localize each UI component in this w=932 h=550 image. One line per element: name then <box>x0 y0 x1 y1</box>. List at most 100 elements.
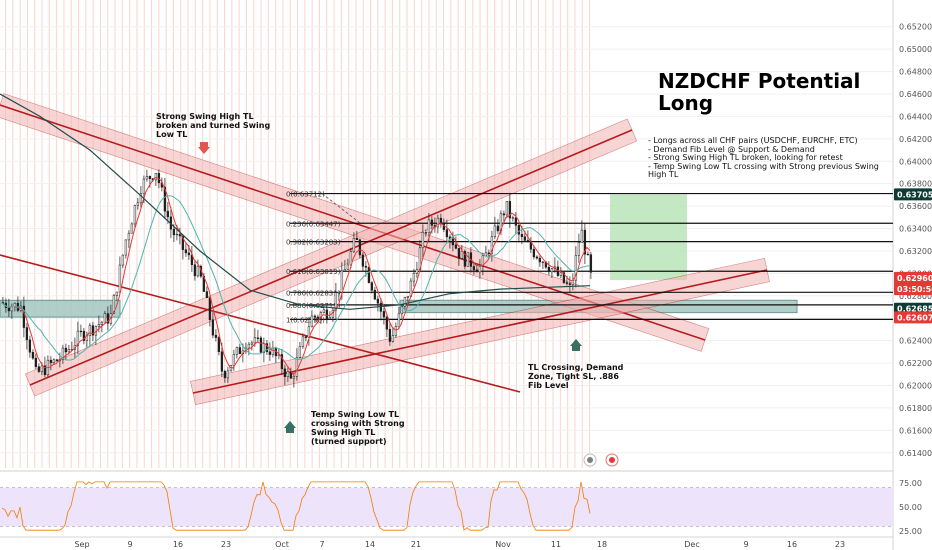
candle-body <box>403 297 407 307</box>
candle-body <box>124 239 128 256</box>
candle-body <box>343 268 347 272</box>
session-stripe <box>70 0 72 468</box>
session-stripe <box>56 0 58 468</box>
session-stripe <box>574 0 576 468</box>
candle-body <box>568 283 572 285</box>
note-2: - Demand Fib Level @ Support & Demand <box>648 144 815 154</box>
candle-body <box>346 264 350 270</box>
candle-body <box>238 347 242 355</box>
chart-title: NZDCHF Potential Long <box>658 69 861 115</box>
time-axis[interactable]: Sep 9 16 23 Oct 7 14 21 Nov 11 18 Dec 9 16 23 <box>0 536 893 549</box>
candle-body <box>445 229 449 238</box>
session-stripe <box>41 0 43 468</box>
candle-body <box>379 302 383 312</box>
session-stripe <box>107 0 109 468</box>
session-stripe <box>238 0 240 468</box>
candle-body <box>496 225 500 232</box>
candle-body <box>37 366 41 372</box>
session-stripe <box>479 0 481 468</box>
candle-body <box>196 265 200 277</box>
candle-body <box>493 225 497 237</box>
candle-body <box>271 347 275 355</box>
session-stripe <box>253 0 255 468</box>
candle-body <box>478 265 482 273</box>
candle-body <box>292 376 296 379</box>
session-stripe <box>450 0 452 468</box>
candle-body <box>154 173 158 181</box>
candle-body <box>385 316 389 330</box>
fib-connector <box>321 193 361 224</box>
note-1: - Longs across all CHF pairs (USDCHF, EU… <box>648 136 858 145</box>
session-stripe <box>245 0 247 468</box>
session-stripe <box>552 0 554 468</box>
candle-body <box>361 254 365 267</box>
candle-body <box>64 347 68 353</box>
candle-body <box>370 282 374 291</box>
candle-body <box>502 213 506 216</box>
rsi-tick-label: 50.00 <box>899 503 922 512</box>
candle-body <box>265 343 269 352</box>
price-badge-label: 03:50:50 <box>897 285 932 294</box>
candle-body <box>298 346 302 358</box>
candle-body <box>31 352 35 359</box>
candle-body <box>22 305 26 328</box>
session-stripe <box>224 0 226 468</box>
fib-label: 0.382(0.63283) <box>286 239 341 247</box>
time-tick-label: 9 <box>743 540 748 549</box>
candle-body <box>142 178 146 194</box>
candle-body <box>430 219 434 226</box>
candle-body <box>259 337 263 353</box>
candle-body <box>550 268 554 273</box>
candle-body <box>61 347 65 360</box>
candle-body <box>415 269 419 274</box>
price-tick-label: 0.63600 <box>899 202 932 211</box>
session-stripe <box>78 0 80 468</box>
candle-body <box>523 236 527 241</box>
rsi-tick-label: 25.00 <box>899 527 922 536</box>
candle-body <box>436 217 440 228</box>
candle-body <box>316 316 320 319</box>
price-badge <box>894 283 932 296</box>
price-badge <box>894 271 932 284</box>
candle-body <box>358 239 362 256</box>
session-stripe <box>194 0 196 468</box>
candle-body <box>574 255 578 281</box>
candle-body <box>412 273 416 282</box>
time-tick-label: 14 <box>365 540 375 549</box>
candle-body <box>295 357 299 377</box>
candle-body <box>397 313 401 327</box>
price-tick-label: 0.62200 <box>899 359 932 368</box>
session-stripes <box>5 0 591 468</box>
note-4: - Temp Swing Low TL crossing with Strong… <box>648 161 879 179</box>
candle-body <box>313 315 317 318</box>
price-axis[interactable]: 0.65200 0.65000 0.64800 0.64600 0.64400 0.642… <box>899 23 932 458</box>
session-stripe <box>231 0 233 468</box>
candle-body <box>505 201 509 216</box>
price-tick-label: 0.61400 <box>899 449 932 458</box>
time-tick-label: 16 <box>787 540 797 549</box>
candle-body <box>325 309 329 320</box>
candle-body <box>166 210 170 218</box>
candle-body <box>556 266 560 276</box>
swing-low-channel-line <box>29 129 633 386</box>
candle-body <box>580 229 584 243</box>
candle-body <box>373 289 377 300</box>
candle-body <box>205 291 209 299</box>
candle-body <box>7 307 11 312</box>
session-stripe <box>267 0 269 468</box>
alert-icon-inner <box>609 457 615 463</box>
candle-body <box>514 217 518 226</box>
trendline-channels <box>0 93 770 406</box>
candle-body <box>511 217 515 219</box>
session-stripe <box>216 0 218 468</box>
fib-label: 1(0.62590) <box>286 316 325 324</box>
price-tick-label: 0.64400 <box>899 112 932 121</box>
price-badge-label: 0.62685 <box>897 305 932 314</box>
candle-body <box>364 266 368 268</box>
price-badge-label: 0.62607 <box>897 313 932 322</box>
candle-body <box>139 193 143 204</box>
candle-body <box>91 325 95 336</box>
session-stripe <box>567 0 569 468</box>
price-tick-label: 0.64600 <box>899 90 932 99</box>
